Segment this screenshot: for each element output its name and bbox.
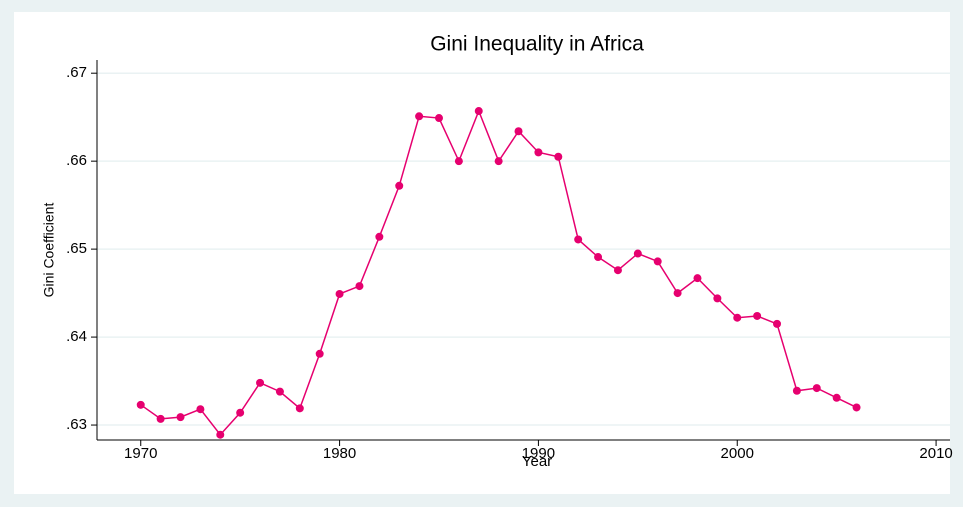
data-point [653, 257, 662, 266]
data-point [295, 404, 304, 413]
x-tick-label: 1970 [124, 445, 157, 462]
data-point [355, 282, 364, 291]
y-axis-label: Gini Coefficient [41, 203, 57, 298]
data-point [792, 386, 801, 395]
data-point [832, 393, 841, 402]
x-tick-label: 2010 [919, 445, 952, 462]
x-tick-label: 1980 [323, 445, 356, 462]
data-point [375, 232, 384, 241]
data-point [554, 152, 563, 161]
data-point [693, 274, 702, 283]
chart-title: Gini Inequality in Africa [430, 33, 644, 56]
graph-region [14, 12, 950, 494]
data-point [315, 349, 324, 358]
x-axis-label: Year [522, 453, 552, 470]
data-point [275, 387, 284, 396]
data-point [434, 114, 443, 123]
data-point [812, 384, 821, 393]
data-point [494, 157, 503, 166]
y-tick-label: .65 [66, 240, 87, 257]
data-point [574, 235, 583, 244]
data-point [594, 253, 603, 262]
data-point [176, 413, 185, 422]
data-point [156, 414, 165, 423]
data-point [216, 430, 225, 439]
data-point [534, 148, 543, 157]
data-point [395, 181, 404, 190]
data-point [256, 378, 265, 387]
data-point [415, 112, 424, 121]
y-tick-label: .63 [66, 416, 87, 433]
data-point [335, 289, 344, 298]
data-point [454, 157, 463, 166]
y-tick-label: .66 [66, 152, 87, 169]
x-tick-label: 1990 [522, 445, 555, 462]
data-point [673, 289, 682, 298]
data-point [236, 408, 245, 417]
data-point [753, 311, 762, 320]
data-point [773, 319, 782, 328]
y-tick-label: .64 [66, 328, 87, 345]
data-point [633, 249, 642, 258]
data-point [852, 403, 861, 412]
data-point [196, 405, 205, 414]
x-tick-label: 2000 [721, 445, 754, 462]
data-point [136, 400, 145, 409]
data-point [733, 313, 742, 322]
data-point [514, 127, 523, 136]
data-point [613, 266, 622, 275]
data-point [474, 107, 483, 116]
y-tick-label: .67 [66, 64, 87, 81]
data-point [713, 294, 722, 303]
